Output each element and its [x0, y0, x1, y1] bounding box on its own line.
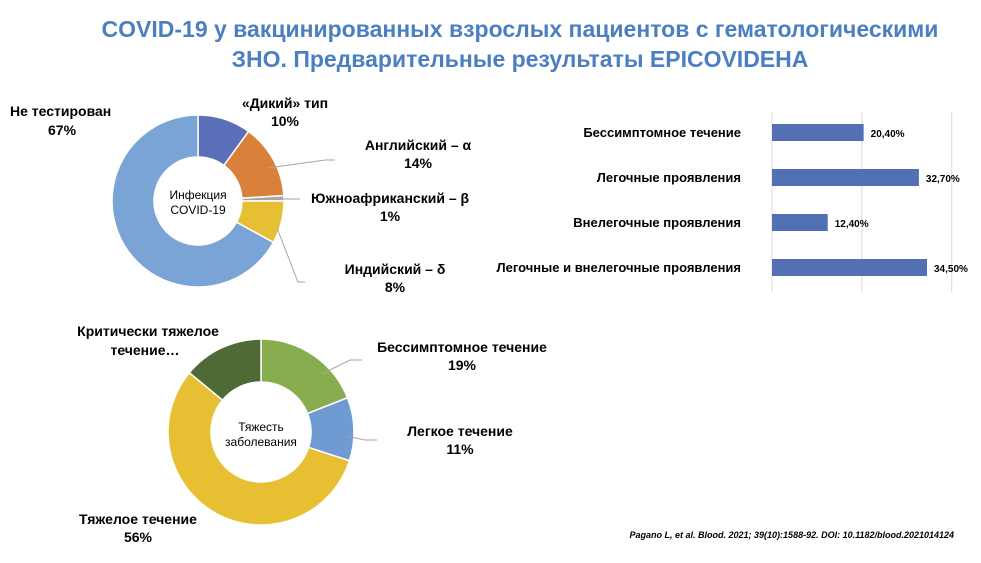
slice-label-severe-name: Тяжелое течение [79, 511, 197, 527]
bar-value-label: 20,40% [871, 129, 905, 140]
slice-label-not-tested-value: 67% [48, 122, 77, 138]
leader-line [276, 227, 305, 283]
bar-category-label: Легочные и внелегочные проявления [497, 260, 741, 275]
slice-label-critical-name: Критически тяжелое течение… [77, 323, 223, 358]
slice-label-not-tested-name: Не тестирован [10, 103, 111, 119]
slice-label-mild-value: 11% [446, 441, 474, 457]
leader-line [321, 359, 362, 375]
slice-label-critical-line2: течение… [110, 342, 179, 358]
bar-легочные-и-внелегочные-проявления [772, 259, 927, 276]
donut2-center-line1: Тяжесть [238, 420, 284, 434]
donut-slice-не-тестирован [111, 114, 275, 288]
manifestation-bar-chart: Бессимптомное течение 20,40% Легочные проя… [497, 112, 968, 292]
slice-label-beta-name: Южноафриканский – β [311, 190, 470, 206]
slice-label-delta-value: 8% [385, 279, 406, 295]
slice-label-beta-value: 1% [380, 208, 401, 224]
donut2-labels: Критически тяжелое течение… Бессимптомно… [77, 323, 547, 545]
slice-label-severe-value: 56% [124, 529, 153, 545]
slide-title-line1: COVID-19 у вакцинированных взрослых паци… [101, 16, 939, 42]
slice-label-alpha-value: 14% [404, 155, 433, 171]
donut1-center-line2: COVID-19 [170, 203, 226, 217]
bar-category-label: Легочные проявления [597, 170, 741, 185]
slice-label-asymptomatic-name: Бессимптомное течение [377, 339, 547, 355]
bar-category-label: Внелегочные проявления [573, 215, 741, 230]
slice-label-delta-name: Индийский – δ [345, 261, 446, 277]
variant-donut-chart [111, 114, 285, 288]
slide-title: COVID-19 у вакцинированных взрослых паци… [0, 14, 981, 74]
bar-легочные-проявления [772, 169, 919, 186]
donut-slice-критически-тяжелое-течение [188, 338, 262, 402]
slice-label-alpha-name: Английский – α [365, 137, 472, 153]
bar-value-label: 32,70% [926, 174, 960, 185]
leader-line [267, 159, 335, 169]
bar-value-label: 12,40% [835, 219, 869, 230]
donut1-center-line1: Инфекция [169, 188, 226, 202]
donut1-labels: Не тестирован 67% «Дикий» тип 10% Англий… [10, 95, 472, 295]
slice-label-wild-name: «Дикий» тип [242, 95, 328, 111]
donut2-center-line2: заболевания [225, 435, 297, 449]
bar-value-label: 34,50% [934, 264, 968, 275]
slide-title-line2: ЗНО. Предварительные результаты EPICOVID… [231, 46, 809, 72]
leader-line [345, 435, 377, 441]
donut2-leaders [321, 359, 377, 441]
slice-label-critical-line1: Критически тяжелое [77, 323, 219, 339]
bar-marks: Бессимптомное течение 20,40% Легочные проя… [497, 124, 968, 276]
donut1-leaders [267, 159, 335, 283]
slice-label-mild-name: Легкое течение [407, 423, 513, 439]
citation: Pagano L, et al. Blood. 2021; 39(10):158… [630, 530, 954, 540]
bar-category-label: Бессимптомное течение [583, 125, 741, 140]
slice-label-asymptomatic-value: 19% [448, 357, 477, 373]
donut-slice-тяжелое-течение [167, 371, 351, 526]
slice-label-wild-value: 10% [271, 113, 300, 129]
bar-бессимптомное-течение [772, 124, 864, 141]
bar-внелегочные-проявления [772, 214, 828, 231]
severity-donut-chart [167, 338, 355, 526]
